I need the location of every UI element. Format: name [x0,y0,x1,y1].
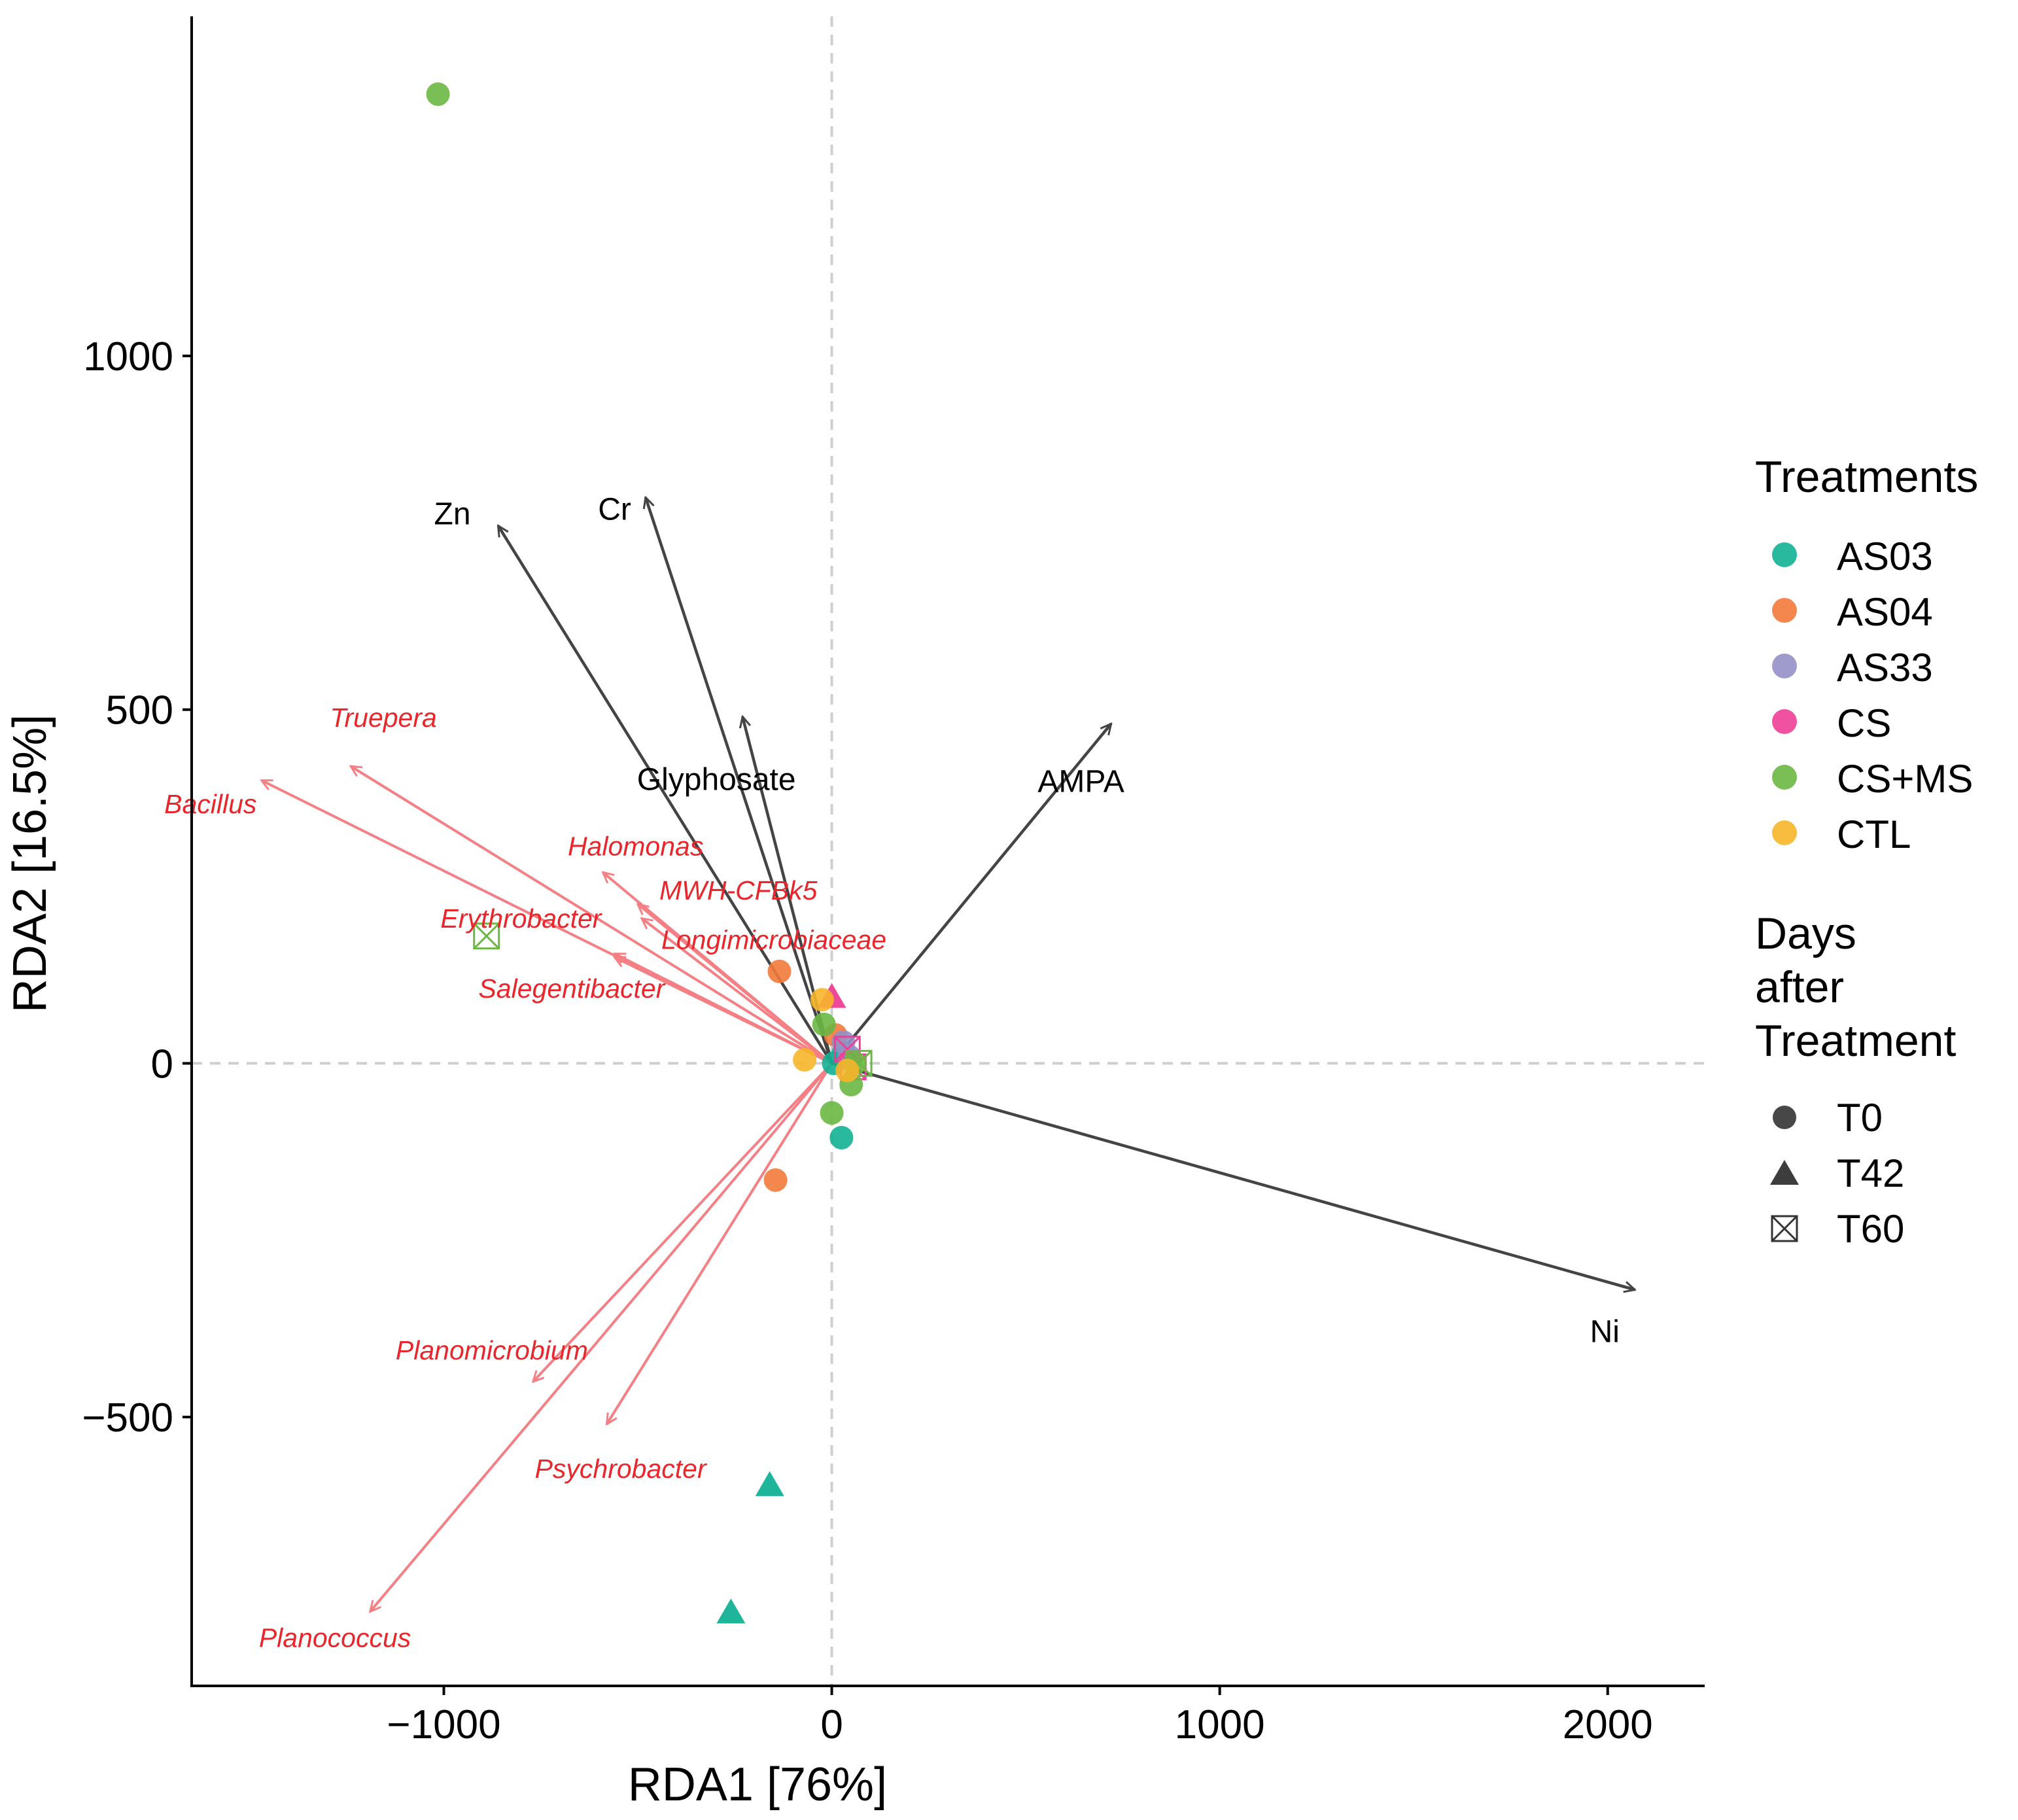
species-label-longimicrobiaceae: Longimicrobiaceae [661,925,886,955]
legend-label-t60: T60 [1837,1207,1904,1251]
y-tick-label: −500 [82,1395,173,1441]
species-label-mwh-cfbk5: MWH-CFBk5 [659,875,818,905]
x-tick-label: 1000 [1175,1702,1265,1747]
legend-treatments-title: Treatments [1755,452,1978,502]
species-arrow-mwh-cfbk5 [638,904,833,1064]
species-vectors [262,766,833,1611]
legend-swatch-as03 [1772,542,1797,567]
species-arrow-truepera [351,766,833,1065]
env-label-zn: Zn [434,497,471,532]
species-arrow-planococcus [370,1062,833,1611]
legend-swatch-as04 [1772,598,1797,623]
sample-points [426,82,873,1624]
species-label-halomonas: Halomonas [568,831,703,861]
env-arrow-ampa [830,724,1111,1064]
legend: Treatments AS03 AS04 AS33 CS CS+MS CTL Days a… [1755,452,1978,1251]
legend-days-title-line-2: after [1755,962,1844,1012]
legend-label-t0: T0 [1837,1096,1883,1140]
point-cs-ms-t0 [426,82,450,106]
point-as03-t0 [829,1125,854,1149]
species-label-planomicrobium: Planomicrobium [396,1335,588,1365]
legend-swatch-t42 [1770,1160,1799,1185]
legend-swatch-t0 [1773,1106,1796,1129]
x-tick-label: 0 [820,1702,843,1747]
species-label-salegentibacter: Salegentibacter [478,973,666,1004]
x-axis-ticks: −1000 0 1000 2000 [387,1686,1653,1747]
point-ctl-t0 [810,988,834,1012]
point-as03-t42 [755,1471,784,1496]
species-arrow-psychrobacter [607,1062,833,1424]
legend-swatch-t60 [1771,1215,1798,1242]
point-ctl-t0 [793,1048,817,1072]
y-tick-label: 1000 [83,334,173,379]
legend-treatments: AS03 AS04 AS33 CS CS+MS CTL [1772,534,1973,856]
point-as04-t0 [767,959,792,983]
axes: −1000 0 1000 2000 −500 0 500 1000 RDA1 [76%] R… [4,16,1705,1811]
y-axis-ticks: −500 0 500 1000 [82,334,192,1441]
species-label-bacillus: Bacillus [164,789,256,819]
legend-label-as04: AS04 [1837,590,1933,634]
vector-labels: Truepera Bacillus Halomonas MWH-CFBk5 Longim… [164,492,1620,1653]
x-tick-label: 2000 [1563,1702,1653,1747]
zero-reference-lines [192,16,1705,1686]
species-arrow-longimicrobiaceae [642,919,833,1064]
y-axis-title: RDA2 [16.5%] [4,714,56,1013]
legend-label-as03: AS03 [1837,534,1933,578]
species-label-truepera: Truepera [330,703,436,733]
species-arrow-salegentibacter [614,956,833,1065]
y-tick-label: 0 [151,1041,173,1087]
point-ctl-t0 [835,1059,860,1083]
legend-label-t42: T42 [1837,1151,1904,1195]
legend-swatch-ctl [1772,820,1797,845]
point-cs-ms-t0 [820,1101,844,1125]
legend-swatch-cs-ms [1772,765,1797,790]
legend-days: T0 T42 T60 [1770,1096,1904,1251]
x-tick-label: −1000 [387,1702,500,1747]
point-as03-t42 [716,1598,746,1624]
legend-days-title-line-3: Treatment [1755,1016,1956,1066]
env-label-cr: Cr [598,492,631,527]
point-as04-t0 [763,1168,788,1192]
plot-area: Truepera Bacillus Halomonas MWH-CFBk5 Longim… [164,16,1705,1686]
env-arrow-ni [831,1062,1635,1289]
x-axis-title: RDA1 [76%] [628,1759,887,1811]
point-cs-ms-t0 [812,1012,836,1036]
point-cs-ms-t60 [473,922,500,950]
species-label-erythrobacter: Erythrobacter [440,903,602,934]
legend-label-cs: CS [1837,701,1891,745]
y-tick-label: 500 [106,688,173,733]
env-label-glyphosate: Glyphosate [637,763,796,797]
legend-label-ctl: CTL [1837,813,1911,856]
legend-swatch-cs [1772,709,1797,734]
legend-label-cs-ms: CS+MS [1837,757,1973,801]
env-label-ampa: AMPA [1037,764,1124,799]
env-label-ni: Ni [1590,1314,1620,1349]
legend-label-as33: AS33 [1837,646,1933,690]
species-label-planococcus: Planococcus [259,1622,411,1653]
species-arrow-planomicrobium [533,1062,833,1382]
legend-days-title-line-1: Days [1755,909,1856,958]
legend-swatch-as33 [1772,654,1797,678]
species-label-psychrobacter: Psychrobacter [535,1454,708,1484]
env-arrow-cr [646,497,833,1064]
